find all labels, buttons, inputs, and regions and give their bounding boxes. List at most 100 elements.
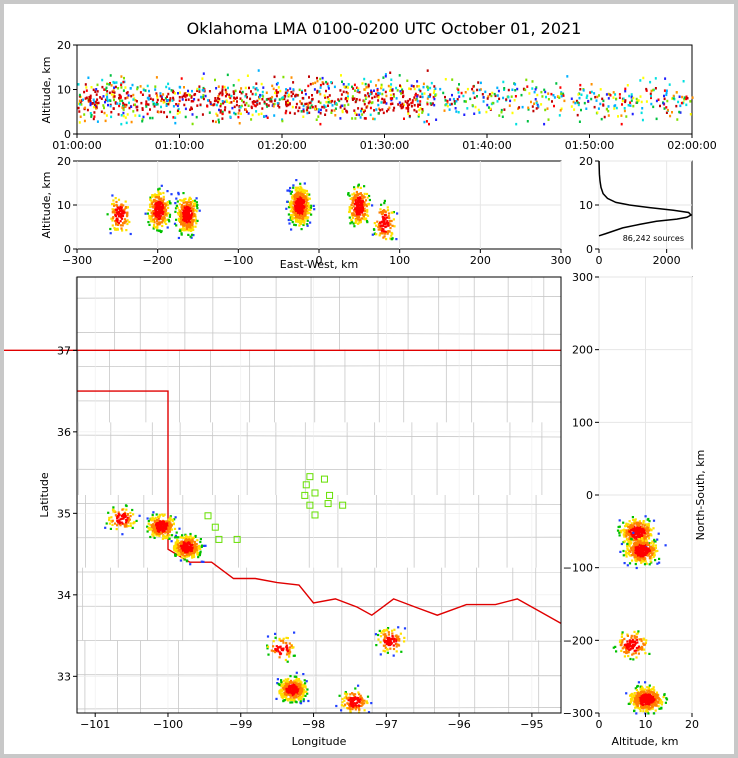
ew-source (187, 229, 190, 232)
ew-source (191, 215, 194, 218)
time-height-source (129, 87, 132, 90)
plan-source (197, 552, 200, 555)
time-height-source (479, 81, 482, 85)
ew-source (111, 210, 114, 214)
time-height-source (418, 103, 421, 106)
ns-source (635, 523, 638, 526)
time-height-source (562, 92, 565, 96)
plan-source (287, 699, 290, 702)
ns-source (643, 531, 646, 534)
station-marker (211, 523, 219, 531)
ew-source (109, 227, 112, 231)
ew-source (379, 221, 382, 224)
ns-source (645, 562, 648, 565)
ew-source (155, 202, 158, 205)
ew-source (169, 202, 172, 205)
plan-source (125, 504, 128, 508)
time-height-source (321, 105, 324, 109)
time-height-source (214, 97, 217, 100)
plan-source (184, 539, 187, 543)
plan-source (158, 515, 161, 519)
xtick-label: 300 (551, 254, 572, 267)
time-height-source (89, 94, 92, 98)
plan-source (294, 681, 297, 684)
time-height-source (152, 98, 155, 101)
plan-source (395, 643, 398, 646)
ns-source (624, 525, 627, 528)
plan-source (187, 550, 190, 553)
time-height-source (433, 103, 436, 107)
ew-source (155, 200, 158, 203)
time-height-source (399, 84, 401, 87)
plan-source (147, 522, 150, 525)
plan-source (120, 514, 123, 518)
plan-source (281, 639, 284, 642)
plan-source (306, 688, 309, 691)
plan-source (285, 636, 288, 639)
ew-source (177, 191, 180, 194)
time-height-source (570, 105, 573, 108)
plan-source (108, 522, 111, 525)
time-height-source (216, 97, 219, 100)
plan-source (398, 638, 401, 641)
time-height-source (307, 103, 310, 107)
plan-source (150, 526, 153, 529)
plan-source (302, 700, 305, 703)
plan-source (200, 545, 203, 548)
ew-source (111, 219, 114, 222)
ew-source (111, 224, 114, 227)
time-height-source (160, 99, 163, 103)
time-height-source (326, 96, 329, 99)
plan-source (279, 645, 282, 648)
plan-source (153, 528, 156, 531)
ew-source (185, 221, 188, 224)
time-height-source (368, 94, 370, 98)
ew-source (184, 218, 187, 221)
ew-source (302, 199, 305, 202)
time-height-source (319, 112, 322, 115)
ew-source (292, 202, 295, 205)
plan-source (160, 520, 163, 523)
xtick-label: −97 (375, 718, 398, 731)
ew-source (166, 204, 170, 207)
time-height-source (245, 108, 247, 111)
time-height-source (215, 112, 218, 116)
plan-source (164, 531, 167, 534)
plan-source (399, 632, 402, 635)
xtick-label: −200 (143, 254, 173, 267)
time-height-source (278, 106, 281, 109)
ns-source (632, 539, 635, 542)
time-height-source (285, 109, 288, 113)
ew-source (303, 191, 306, 194)
ew-source (354, 199, 357, 202)
ew-source (190, 219, 193, 222)
time-height-source (496, 100, 499, 103)
time-height-source (144, 89, 147, 92)
plan-source (167, 528, 170, 531)
time-height-source (319, 122, 322, 126)
plan-source (184, 542, 187, 545)
time-height-source (540, 90, 543, 94)
ns-source (617, 525, 620, 529)
ew-source (156, 202, 159, 205)
time-height-source (622, 97, 625, 100)
ew-source (195, 205, 198, 208)
plan-source (285, 682, 288, 685)
plan-source (189, 539, 192, 542)
time-height-source (319, 92, 322, 96)
ew-source (148, 223, 151, 226)
plan-source (379, 641, 382, 644)
ew-source (292, 200, 295, 204)
plan-source (192, 536, 195, 539)
plan-source (168, 523, 171, 526)
ew-source (386, 231, 389, 234)
ew-source (180, 232, 183, 235)
ew-source (379, 225, 382, 228)
ew-source (178, 203, 181, 206)
ew-source (395, 238, 398, 241)
plan-source (169, 518, 172, 521)
plan-source (297, 695, 300, 698)
plan-source (347, 696, 350, 699)
plan-source (159, 531, 162, 534)
time-height-source (677, 100, 680, 104)
